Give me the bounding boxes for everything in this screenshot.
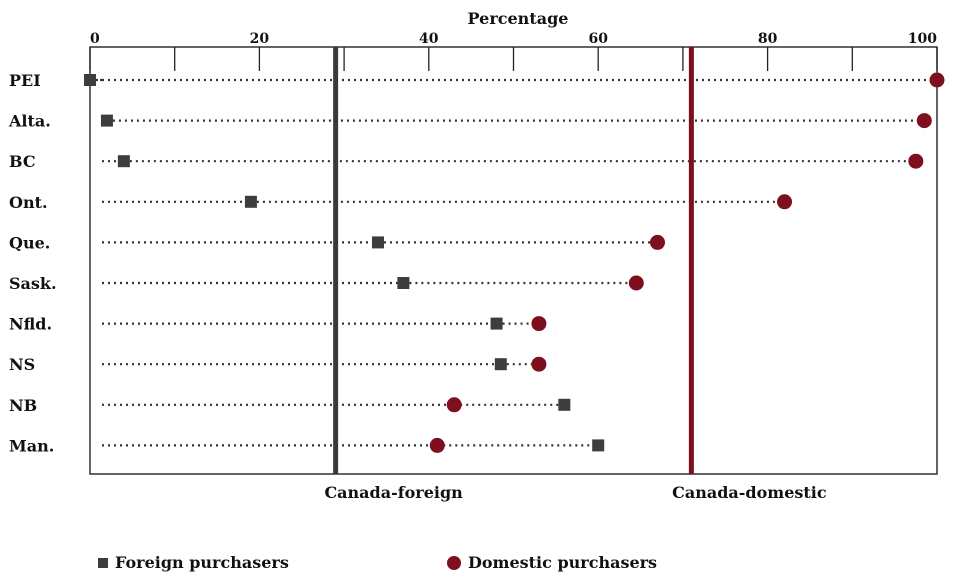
category-label: PEI [9, 71, 41, 90]
legend-item-domestic: Domestic purchasers [447, 553, 657, 572]
domestic-point [929, 72, 945, 88]
x-tick-label: 20 [250, 31, 270, 47]
domestic-point [531, 356, 547, 372]
foreign-point [397, 277, 410, 289]
foreign-point [558, 398, 571, 411]
foreign-point [100, 114, 113, 127]
category-label: Sask. [9, 274, 57, 293]
legend-square-icon [98, 557, 108, 568]
domestic-point [777, 194, 793, 210]
foreign-point [117, 155, 130, 168]
domestic-point [649, 234, 665, 250]
plot-frame [89, 46, 938, 475]
x-tick-label: 40 [419, 31, 439, 47]
domestic-point [429, 437, 445, 453]
category-label: Man. [9, 436, 54, 455]
category-label: NS [9, 355, 35, 374]
category-label: BC [9, 152, 36, 171]
reference-line-label: Canada-domestic [672, 483, 827, 502]
x-tick-label: 0 [90, 31, 100, 47]
category-label: Nfld. [9, 315, 52, 334]
x-tick-label: 80 [758, 31, 778, 47]
legend-circle-icon [447, 555, 461, 570]
category-label: Ont. [9, 193, 48, 212]
foreign-point [84, 74, 96, 86]
domestic-point [628, 275, 644, 291]
foreign-point [371, 236, 384, 249]
foreign-point [592, 439, 605, 452]
x-tick-label: 60 [588, 31, 608, 47]
reference-line-label: Canada-foreign [324, 483, 463, 502]
foreign-point [244, 195, 257, 208]
x-tick-label: 100 [908, 31, 937, 47]
legend-item-foreign: Foreign purchasers [98, 553, 289, 572]
legend-label-foreign: Foreign purchasers [115, 553, 289, 572]
domestic-point [531, 316, 547, 332]
domestic-point [916, 113, 932, 129]
foreign-point [494, 358, 507, 371]
x-axis-title: Percentage [468, 9, 569, 28]
category-label: Que. [9, 233, 50, 252]
domestic-point [908, 153, 924, 169]
category-label: NB [9, 396, 37, 415]
legend-label-domestic: Domestic purchasers [468, 553, 658, 572]
domestic-point [446, 397, 462, 413]
foreign-point [490, 317, 503, 330]
category-label: Alta. [8, 112, 51, 131]
